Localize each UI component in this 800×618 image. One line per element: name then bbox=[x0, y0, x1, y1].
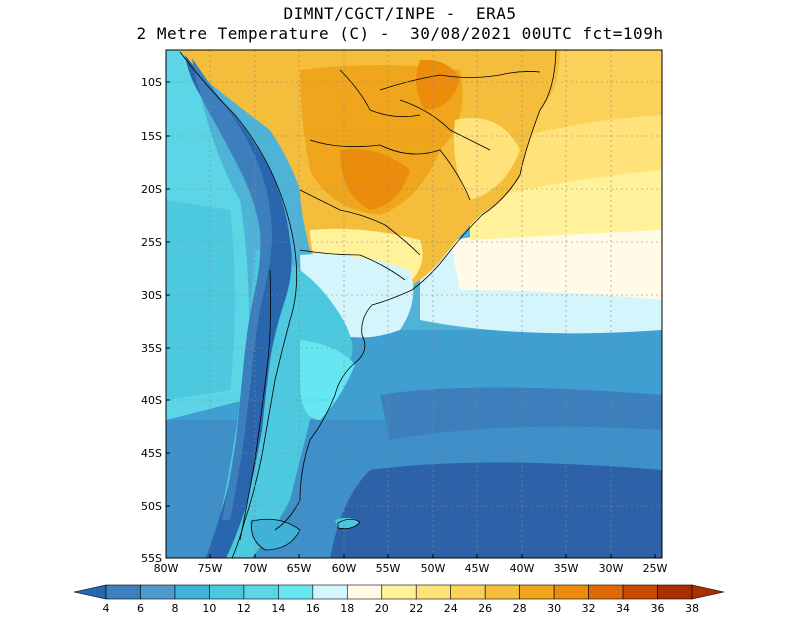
pacific-mid-strip bbox=[166, 200, 235, 400]
border-4 bbox=[379, 71, 541, 91]
lat-label-10S: 10S bbox=[141, 76, 162, 89]
colorbar-segment bbox=[105, 584, 141, 600]
colorbar-label-6: 6 bbox=[137, 602, 144, 615]
colorbar-label-28: 28 bbox=[513, 602, 527, 615]
colorbar-arrow-low bbox=[73, 584, 107, 600]
border-chile-argentina bbox=[239, 269, 272, 541]
border-1 bbox=[309, 139, 471, 201]
lon-label-35W: 35W bbox=[554, 562, 579, 575]
atlantic-coastline bbox=[274, 50, 557, 531]
border-5 bbox=[399, 99, 491, 151]
lon-label-55W: 55W bbox=[376, 562, 401, 575]
colorbar-label-8: 8 bbox=[171, 602, 178, 615]
colorbar-segment bbox=[519, 584, 555, 600]
lon-label-25W: 25W bbox=[643, 562, 668, 575]
lat-label-15S: 15S bbox=[141, 130, 162, 143]
atlantic-yellow-band bbox=[470, 165, 662, 240]
tierra-del-fuego bbox=[249, 518, 300, 550]
land-southeast-mild bbox=[454, 118, 520, 200]
lat-label-45S: 45S bbox=[141, 447, 162, 460]
malvinas bbox=[335, 517, 360, 529]
land-patagonia-warm bbox=[300, 340, 355, 420]
colorbar-label-14: 14 bbox=[271, 602, 285, 615]
latitude-labels: 10S 15S 20S 25S 30S 35S 40S 45S 50S 55S bbox=[141, 76, 170, 565]
colorbar-arrow-high bbox=[691, 584, 725, 600]
colorbar-segment bbox=[140, 584, 176, 600]
colorbar-segment bbox=[209, 584, 245, 600]
colorbar-segment bbox=[243, 584, 279, 600]
colorbar-segment bbox=[622, 584, 658, 600]
colorbar-label-36: 36 bbox=[651, 602, 665, 615]
colorbar-label-20: 20 bbox=[375, 602, 389, 615]
lon-label-50W: 50W bbox=[421, 562, 446, 575]
colorbar-label-24: 24 bbox=[444, 602, 458, 615]
colorbar-segment bbox=[450, 584, 486, 600]
andes-inner bbox=[192, 58, 272, 520]
colorbar-label-22: 22 bbox=[409, 602, 423, 615]
lat-label-40S: 40S bbox=[141, 394, 162, 407]
lat-label-55S: 55S bbox=[141, 552, 162, 565]
title-line-2: 2 Metre Temperature (C) - 30/08/2021 00U… bbox=[136, 24, 664, 43]
colorbar-segment bbox=[588, 584, 624, 600]
colorbar-label-10: 10 bbox=[202, 602, 216, 615]
colorbar-label-16: 16 bbox=[306, 602, 320, 615]
map-frame bbox=[165, 49, 663, 559]
boundaries bbox=[179, 50, 557, 558]
lon-label-45W: 45W bbox=[465, 562, 490, 575]
andes-cold-strip bbox=[185, 55, 292, 558]
pacific-coastline bbox=[179, 51, 298, 558]
malvinas-outline bbox=[337, 518, 361, 530]
colorbar-segment bbox=[346, 584, 383, 600]
title-line-1: DIMNT/CGCT/INPE - ERA5 bbox=[283, 4, 517, 23]
colorbar-label-38: 38 bbox=[685, 602, 699, 615]
tdf-outline bbox=[251, 518, 301, 551]
longitude-labels: 80W 75W 70W 65W 60W 55W 50W 45W 40W 35W 30W 25W bbox=[154, 554, 668, 575]
border-3 bbox=[299, 249, 406, 281]
colorbar: 4 6 8 10 12 14 16 18 20 22 24 26 28 30 32 34 36 38 bbox=[73, 584, 725, 615]
colorbar-segment bbox=[278, 584, 314, 600]
colorbar-label-30: 30 bbox=[547, 602, 561, 615]
ocean-cold-band bbox=[380, 387, 662, 440]
ocean-cold-south bbox=[330, 462, 662, 558]
lon-label-65W: 65W bbox=[287, 562, 312, 575]
lat-label-35S: 35S bbox=[141, 342, 162, 355]
lat-label-30S: 30S bbox=[141, 289, 162, 302]
colorbar-segment bbox=[381, 584, 417, 600]
colorbar-label-32: 32 bbox=[582, 602, 596, 615]
temperature-field bbox=[166, 50, 662, 558]
lon-label-75W: 75W bbox=[198, 562, 223, 575]
colorbar-label-34: 34 bbox=[616, 602, 630, 615]
colorbar-label-4: 4 bbox=[103, 602, 110, 615]
land-hot-north bbox=[416, 59, 460, 110]
colorbar-segment bbox=[174, 584, 210, 600]
border-6 bbox=[339, 69, 421, 118]
lat-label-20S: 20S bbox=[141, 183, 162, 196]
atlantic-cream-band bbox=[450, 220, 662, 300]
colorbar-segment bbox=[484, 584, 520, 600]
colorbar-label-12: 12 bbox=[237, 602, 251, 615]
colorbar-segment bbox=[553, 584, 589, 600]
lon-label-60W: 60W bbox=[332, 562, 357, 575]
lat-label-25S: 25S bbox=[141, 236, 162, 249]
lon-label-70W: 70W bbox=[243, 562, 268, 575]
border-2 bbox=[299, 189, 421, 256]
colorbar-segment bbox=[312, 584, 348, 600]
lon-label-40W: 40W bbox=[510, 562, 535, 575]
colorbar-segment bbox=[657, 584, 693, 600]
lon-label-80W: 80W bbox=[154, 562, 179, 575]
lat-label-50S: 50S bbox=[141, 500, 162, 513]
colorbar-segment bbox=[415, 584, 452, 600]
land-hottest bbox=[340, 149, 410, 210]
colorbar-label-18: 18 bbox=[340, 602, 354, 615]
lon-label-30W: 30W bbox=[599, 562, 624, 575]
colorbar-label-26: 26 bbox=[478, 602, 492, 615]
